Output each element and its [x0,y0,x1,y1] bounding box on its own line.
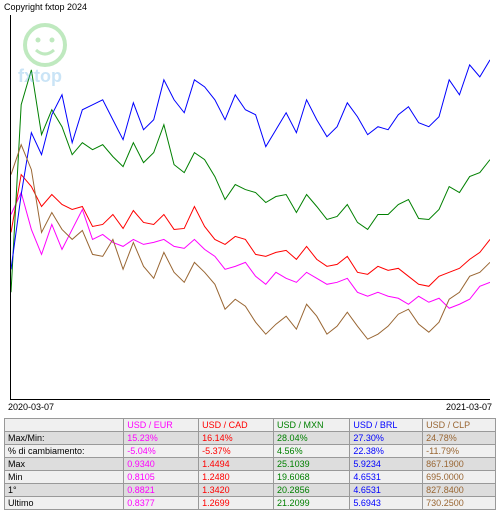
col-header: USD / CLP [423,419,496,432]
table-cell: 22.38% [350,445,423,458]
line-chart [10,15,490,400]
series-USD-BRL [11,60,490,269]
table-row: Max/Min:15.23%16.14%28.04%27.30%24.78% [5,432,496,445]
col-header: USD / EUR [124,419,199,432]
table-cell: 4.56% [274,445,350,458]
row-label: 1° [5,484,124,497]
svg-text:fxtop: fxtop [18,66,62,86]
row-label: % di cambiamento: [5,445,124,458]
table-cell: 16.14% [199,432,274,445]
table-cell: 24.78% [423,432,496,445]
table-cell: 4.6531 [350,484,423,497]
table-row: Ultimo0.83771.269921.20995.6943730.2500 [5,497,496,510]
table-cell: 867.1900 [423,458,496,471]
row-label: Max [5,458,124,471]
table-cell: 28.04% [274,432,350,445]
watermark-logo: fxtop [10,20,80,93]
table-cell: 695.0000 [423,471,496,484]
copyright-text: Copyright fxtop 2024 [4,2,87,12]
x-start-label: 2020-03-07 [8,402,54,412]
col-header: USD / CAD [199,419,274,432]
table-cell: 827.8400 [423,484,496,497]
table-cell: 1.4494 [199,458,274,471]
table-row: % di cambiamento:-5.04%-5.37%4.56%22.38%… [5,445,496,458]
series-USD-CLP [11,145,490,339]
chart-svg [11,15,490,399]
table-cell: 1.2699 [199,497,274,510]
table-row: Min0.81051.248019.60684.6531695.0000 [5,471,496,484]
table-cell: 15.23% [124,432,199,445]
table-cell: 5.9234 [350,458,423,471]
table-cell: 1.3420 [199,484,274,497]
row-label: Ultimo [5,497,124,510]
row-label: Min [5,471,124,484]
table-cell: -5.37% [199,445,274,458]
table-cell: 21.2099 [274,497,350,510]
table-cell: 4.6531 [350,471,423,484]
x-axis-labels: 2020-03-07 2021-03-07 [8,402,492,412]
table-body: Max/Min:15.23%16.14%28.04%27.30%24.78%% … [5,432,496,510]
series-USD-MXN [11,70,490,292]
table-cell: 25.1039 [274,458,350,471]
table-cell: -5.04% [124,445,199,458]
table-cell: 5.6943 [350,497,423,510]
table-row: Max0.93401.449425.10395.9234867.1900 [5,458,496,471]
table-header-row: USD / EURUSD / CADUSD / MXNUSD / BRLUSD … [5,419,496,432]
col-header: USD / BRL [350,419,423,432]
table-cell: 20.2856 [274,484,350,497]
table-cell: 0.8377 [124,497,199,510]
series-USD-EUR [11,193,490,309]
x-end-label: 2021-03-07 [446,402,492,412]
table-cell: 1.2480 [199,471,274,484]
row-label: Max/Min: [5,432,124,445]
stats-table: USD / EURUSD / CADUSD / MXNUSD / BRLUSD … [4,418,496,510]
table-cell: 0.8105 [124,471,199,484]
col-header: USD / MXN [274,419,350,432]
table-cell: 0.9340 [124,458,199,471]
table-row: 1°0.88211.342020.28564.6531827.8400 [5,484,496,497]
table-cell: 27.30% [350,432,423,445]
table-cell: 730.2500 [423,497,496,510]
table-corner [5,419,124,432]
table-cell: 0.8821 [124,484,199,497]
table-cell: -11.79% [423,445,496,458]
table-cell: 19.6068 [274,471,350,484]
